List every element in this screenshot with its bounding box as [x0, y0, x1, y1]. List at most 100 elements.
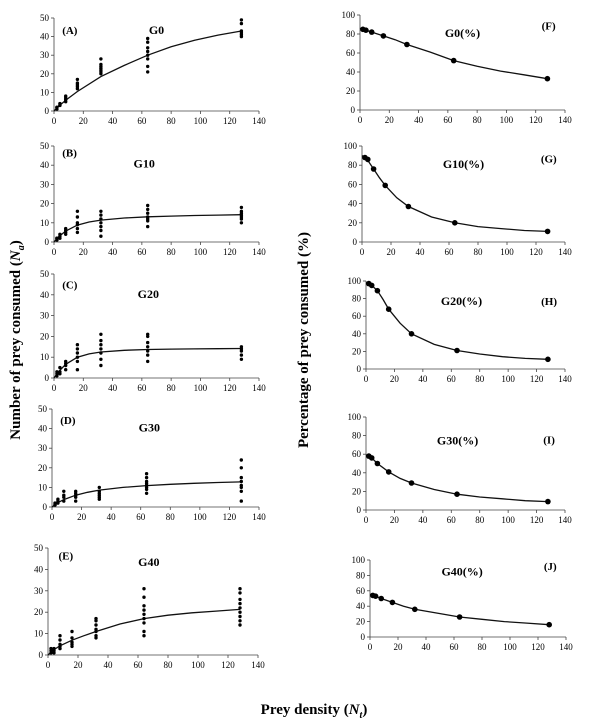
panel-title-d: G30 [139, 421, 160, 435]
data-point-g [544, 228, 551, 235]
y-tick-label-g: 80 [348, 160, 358, 170]
data-point-e [58, 634, 62, 638]
y-tick-label-c: 30 [40, 311, 50, 321]
panel-title-f: G0(%) [445, 26, 480, 40]
data-point-a [146, 36, 150, 41]
y-tick-label-c: 10 [40, 352, 50, 362]
y-tick-label-e: 0 [39, 650, 44, 660]
x-tick-label-b: 100 [194, 247, 208, 257]
data-point-j [456, 614, 463, 620]
data-point-b [146, 207, 150, 212]
x-tick-label-e: 0 [46, 660, 51, 670]
data-point-b [146, 215, 150, 219]
panel-label-f: (F) [542, 20, 556, 32]
data-point-e [58, 638, 62, 642]
data-point-j [412, 606, 418, 613]
y-tick-label-d: 0 [43, 502, 48, 512]
data-point-c [75, 359, 80, 364]
x-tick-label-h: 120 [530, 374, 544, 384]
panel-label-e: (E) [59, 550, 74, 562]
panel-title-i: G30(%) [437, 433, 478, 447]
x-tick-label-c: 20 [79, 383, 89, 393]
data-point-c [146, 332, 150, 336]
data-point-j [372, 593, 379, 599]
data-point-h [454, 347, 460, 354]
panel-label-a: (A) [62, 25, 78, 37]
data-point-b [75, 230, 80, 235]
y-tick-label-f: 20 [346, 86, 356, 96]
data-point-e [70, 640, 74, 644]
data-point-d [239, 499, 243, 503]
panel-g: 0 20 40 60 80 100 0 20 40 60 80 100 120 140 (G) G10(%) [344, 141, 573, 257]
data-point-c [146, 340, 150, 345]
panel-label-g: (G) [541, 153, 557, 165]
x-tick-label-c: 120 [223, 383, 237, 393]
data-point-c [146, 353, 150, 357]
data-point-h [545, 356, 551, 363]
data-point-d [74, 499, 78, 503]
data-point-i [374, 460, 381, 467]
data-point-e [238, 587, 242, 591]
x-tick-label-g: 40 [416, 247, 426, 257]
data-point-d [239, 489, 243, 493]
data-point-e [94, 616, 98, 621]
x-tick-label-i: 20 [390, 515, 400, 525]
x-tick-label-a: 80 [167, 116, 177, 126]
x-tick-label-h: 60 [447, 374, 457, 384]
data-point-b [63, 226, 68, 231]
data-point-f [363, 27, 369, 33]
data-point-a [75, 77, 80, 82]
x-tick-label-h: 0 [364, 374, 369, 384]
panel-c: 0 10 20 30 40 50 0 20 40 60 80 100 120 140 (C) G20 [40, 269, 266, 393]
data-point-d [53, 501, 57, 505]
x-tick-label-d: 140 [252, 512, 266, 522]
data-point-a [146, 64, 150, 69]
y-tick-label-b: 30 [40, 179, 50, 189]
y-tick-label-g: 20 [348, 218, 358, 228]
data-point-b [75, 215, 80, 219]
data-point-d [62, 499, 66, 503]
panel-d: 0 10 20 30 40 50 0 20 40 60 80 100 120 140 (D) G30 [38, 404, 266, 522]
y-tick-label-f: 60 [346, 48, 356, 58]
data-point-d [144, 479, 149, 484]
data-point-a [75, 81, 80, 85]
data-point-b [75, 209, 80, 213]
data-point-b [99, 209, 103, 213]
data-point-c [55, 370, 59, 374]
data-point-e [238, 619, 242, 623]
x-tick-label-g: 140 [558, 247, 572, 257]
panel-label-b: (B) [62, 148, 77, 160]
x-tick-label-f: 60 [443, 115, 453, 125]
x-tick-label-j: 80 [478, 642, 488, 652]
data-point-c [99, 351, 103, 355]
y-tick-label-g: 0 [353, 237, 358, 247]
data-point-e [238, 597, 242, 602]
data-point-c [63, 359, 68, 364]
data-point-e [142, 629, 146, 634]
y-tick-label-i: 60 [352, 449, 362, 459]
data-point-c [239, 357, 244, 361]
data-point-e [238, 601, 242, 606]
x-tick-label-b: 120 [223, 247, 237, 257]
data-point-i [408, 480, 415, 486]
x-tick-label-e: 120 [221, 660, 235, 670]
x-tick-label-h: 140 [558, 374, 572, 384]
data-point-b [58, 232, 62, 236]
panel-title-b: G10 [134, 156, 155, 170]
x-tick-label-a: 120 [223, 116, 237, 126]
data-point-c [75, 355, 80, 359]
y-tick-label-j: 0 [361, 632, 366, 642]
data-point-d [144, 472, 149, 476]
data-point-a [239, 29, 244, 33]
x-tick-label-g: 0 [360, 247, 365, 257]
data-point-c [239, 353, 244, 357]
x-tick-label-h: 40 [418, 374, 428, 384]
data-point-d [239, 458, 243, 462]
y-tick-label-d: 50 [38, 404, 48, 414]
y-tick-label-e: 20 [34, 607, 44, 617]
x-tick-label-d: 80 [166, 512, 176, 522]
data-point-f [368, 29, 375, 35]
data-point-f [380, 33, 387, 39]
y-tick-label-b: 0 [45, 237, 50, 247]
x-tick-label-a: 100 [194, 116, 208, 126]
